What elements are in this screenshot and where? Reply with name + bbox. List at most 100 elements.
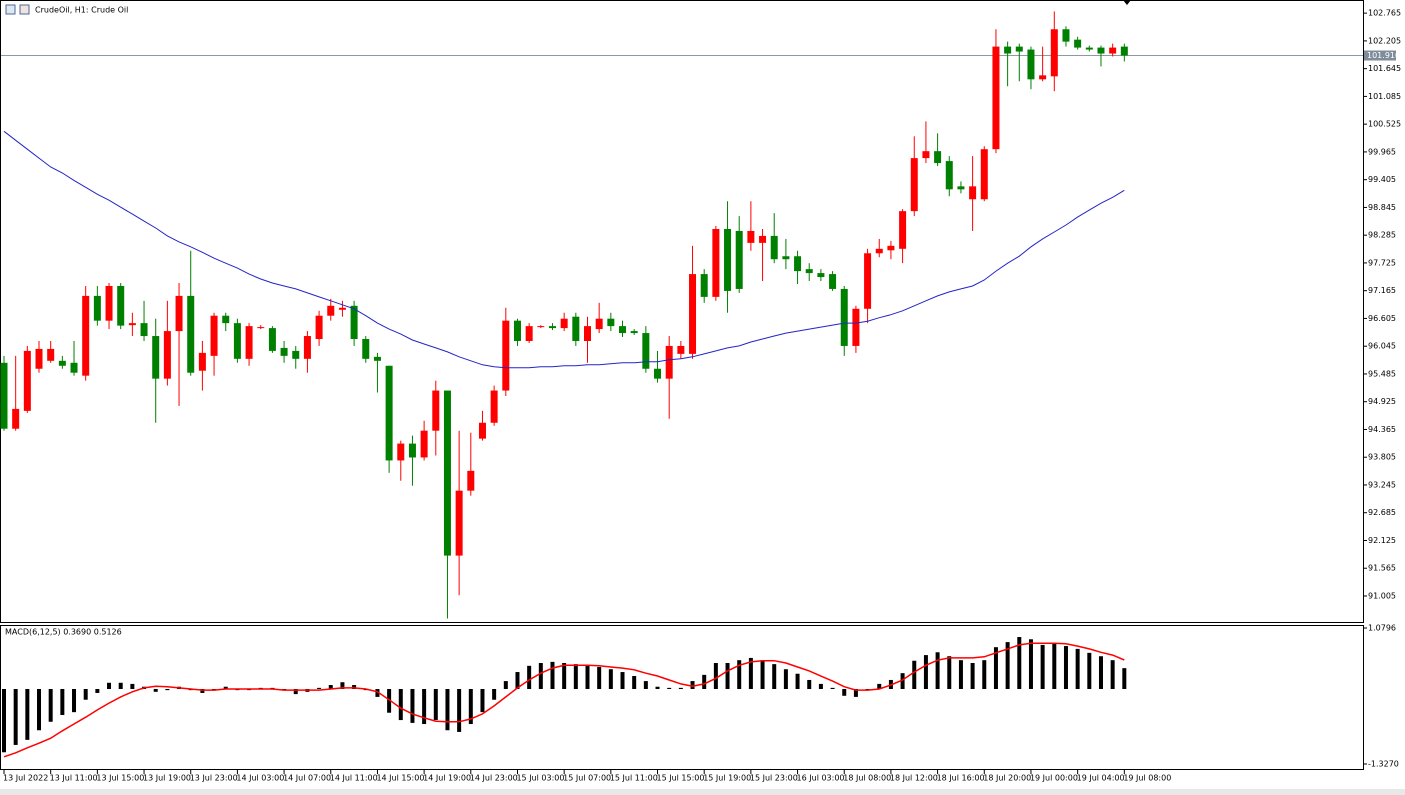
candle-body <box>665 345 673 379</box>
x-tick-label: 15 Jul 07:00 <box>563 774 611 783</box>
x-tick-label: 13 Jul 15:00 <box>96 774 144 783</box>
macd-bar <box>527 665 532 689</box>
candle-body <box>829 274 837 289</box>
candle-body <box>327 305 335 316</box>
y-tick-label: 93.245 <box>1368 480 1396 489</box>
candle-body <box>642 333 650 369</box>
macd-bar <box>912 660 917 689</box>
macd-bar <box>608 669 613 689</box>
candle-body <box>1097 47 1105 54</box>
macd-bar <box>900 673 905 689</box>
macd-bar <box>503 681 508 689</box>
macd-bar <box>1040 644 1045 689</box>
candle-body <box>455 490 463 556</box>
candle-body <box>619 326 627 334</box>
y-tick-label: 101.645 <box>1368 64 1401 73</box>
x-tick-label: 14 Jul 15:00 <box>376 774 424 783</box>
macd-bar <box>760 660 765 689</box>
macd-bar <box>352 685 357 689</box>
candle-body <box>502 320 510 391</box>
macd-bar <box>830 687 835 689</box>
candle-body <box>233 323 241 359</box>
y-tick-label: 1.0796 <box>1368 624 1396 633</box>
candle-body <box>152 336 160 379</box>
candle-body <box>595 318 603 330</box>
y-tick-label: 99.405 <box>1368 175 1396 184</box>
x-tick-label: 14 Jul 07:00 <box>283 774 331 783</box>
candle-body <box>782 256 790 260</box>
candle-body <box>1109 47 1117 54</box>
candle-body <box>1050 29 1058 77</box>
macd-bar <box>947 656 952 689</box>
macd-bar <box>1098 656 1103 689</box>
x-tick-label: 14 Jul 03:00 <box>236 774 284 783</box>
macd-bar <box>107 682 112 689</box>
menu-icon[interactable] <box>5 4 16 15</box>
macd-bar <box>818 683 823 689</box>
status-strip <box>0 789 1405 795</box>
candle-body <box>408 443 416 458</box>
macd-bar <box>585 665 590 689</box>
macd-bar <box>643 681 648 689</box>
macd-bar <box>1017 637 1022 689</box>
macd-bar <box>678 687 683 689</box>
candle-body <box>23 350 31 411</box>
period-marker <box>1123 0 1131 5</box>
macd-bar <box>632 676 637 689</box>
macd-bar <box>223 686 228 689</box>
candle-body <box>747 230 755 243</box>
candle-body <box>572 316 580 341</box>
candle-body <box>1074 39 1082 48</box>
candle-body <box>82 295 90 376</box>
candle-body <box>175 295 183 332</box>
candle-body <box>1120 46 1128 56</box>
y-tick-label: 102.205 <box>1368 36 1401 45</box>
candle-body <box>607 318 615 327</box>
macd-bar <box>83 688 88 700</box>
candle-body <box>292 350 300 359</box>
x-tick-label: 15 Jul 23:00 <box>750 774 798 783</box>
macd-bar <box>655 686 660 689</box>
candle-body <box>980 149 988 200</box>
candle-body <box>163 331 171 379</box>
candle-body <box>525 326 533 341</box>
candle-body <box>35 348 43 369</box>
candle-body <box>47 348 55 361</box>
x-tick-label: 13 Jul 2022 <box>3 774 48 783</box>
candle-body <box>584 326 591 341</box>
macd-bar <box>293 688 298 695</box>
candle-body <box>280 347 288 356</box>
x-tick-label: 19 Jul 04:00 <box>1077 774 1125 783</box>
macd-bar <box>492 688 497 700</box>
candle-body <box>338 307 346 310</box>
macd-bar <box>935 652 940 689</box>
candle-body <box>805 269 813 274</box>
candle-body <box>478 422 486 439</box>
candle-body <box>373 356 381 361</box>
candle-body <box>397 443 405 461</box>
chart-icon[interactable] <box>19 4 30 15</box>
chart-title: CrudeOil, H1: Crude Oil <box>35 6 128 15</box>
macd-bar <box>702 674 707 689</box>
y-tick-label: 101.085 <box>1368 92 1401 101</box>
candle-body <box>689 274 697 354</box>
y-tick-label: 94.925 <box>1368 397 1396 406</box>
macd-bar <box>1005 642 1010 689</box>
candle-body <box>654 368 662 379</box>
candle-body <box>362 339 370 359</box>
x-tick-label: 18 Jul 08:00 <box>843 774 891 783</box>
candle-body <box>922 151 930 159</box>
macd-bar <box>48 688 53 722</box>
y-tick-label: 92.125 <box>1368 536 1396 545</box>
header: CrudeOil, H1: Crude Oil <box>5 4 128 15</box>
macd-bar <box>982 660 987 689</box>
candle-body <box>245 326 253 359</box>
macd-title: MACD(6,12,5) 0.3690 0.5126 <box>5 628 122 637</box>
macd-bar <box>772 664 777 689</box>
y-tick-label: 98.845 <box>1368 203 1396 212</box>
y-tick-label: 97.165 <box>1368 286 1396 295</box>
candle-body <box>490 390 498 423</box>
macd-bar <box>95 688 100 693</box>
macd-bar <box>410 688 415 723</box>
